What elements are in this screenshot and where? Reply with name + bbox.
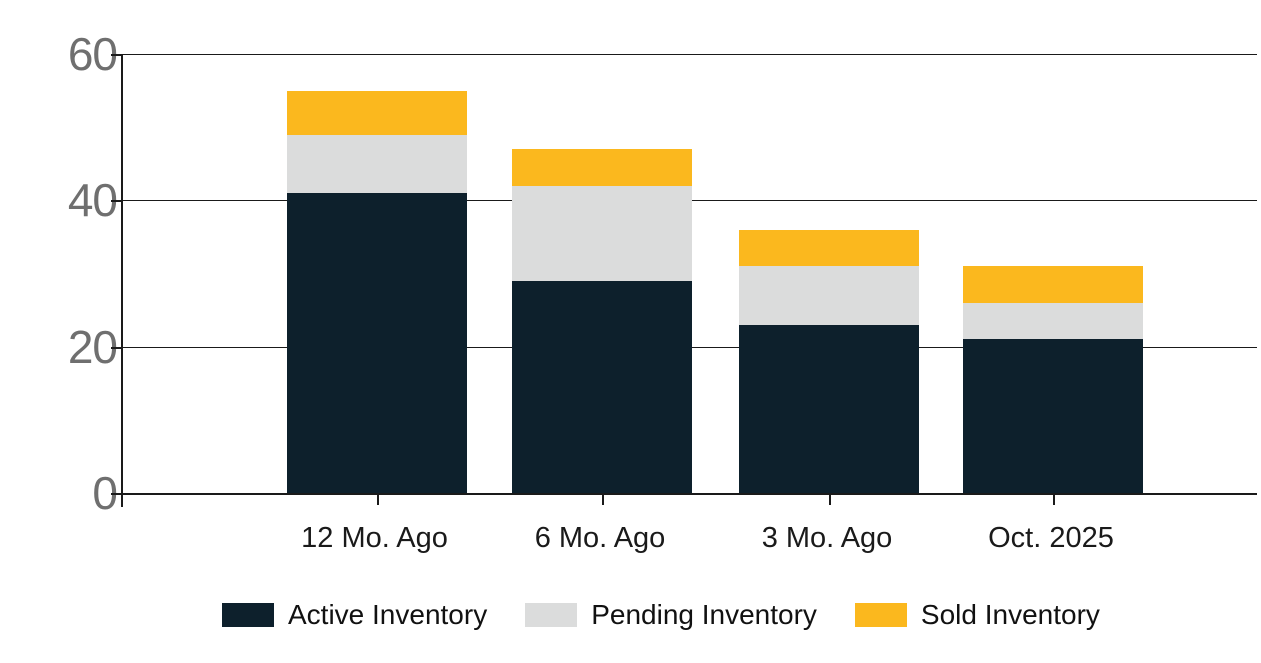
legend-swatch-icon	[525, 603, 578, 627]
x-tick-4	[1053, 495, 1055, 505]
bar-stack-4	[963, 266, 1143, 493]
y-tick-label-20: 20	[67, 320, 118, 373]
bar-segment-pending-inventory-1	[286, 134, 467, 194]
bar-segment-sold-inventory-1	[286, 90, 467, 135]
bar-segment-active-inventory-3	[739, 324, 919, 493]
bar-stack-1	[286, 90, 467, 493]
chart-legend: Active Inventory Pending Inventory Sold In…	[222, 599, 1100, 631]
bar-stack-3	[739, 229, 919, 493]
bar-segment-active-inventory-2	[512, 280, 692, 493]
x-axis-label-3: 3 Mo. Ago	[761, 522, 893, 554]
legend-label: Sold Inventory	[920, 599, 1100, 630]
y-tick-label-40: 40	[67, 174, 118, 227]
y-tick-0	[111, 493, 123, 495]
bar-segment-active-inventory-1	[286, 193, 467, 493]
legend-item-active-inventory: Active Inventory	[222, 599, 487, 631]
x-tick-3	[829, 495, 831, 505]
y-tick-60	[111, 54, 123, 56]
bar-segment-active-inventory-4	[963, 339, 1143, 493]
x-axis-label-4: Oct. 2025	[988, 522, 1114, 554]
y-tick-20	[111, 346, 123, 349]
legend-swatch-icon	[222, 603, 274, 627]
gridline-60	[123, 54, 1257, 55]
plot-area	[111, 54, 1257, 507]
bar-segment-sold-inventory-3	[739, 229, 919, 267]
bar-stack-2	[512, 149, 692, 493]
y-axis-labels: 0 20 40 60	[0, 0, 118, 663]
legend-item-sold-inventory: Sold Inventory	[854, 599, 1100, 631]
bar-segment-pending-inventory-2	[512, 185, 692, 281]
y-tick-40	[111, 200, 123, 203]
bar-segment-pending-inventory-4	[963, 302, 1143, 340]
x-tick-1	[376, 495, 379, 505]
x-tick-2	[602, 495, 604, 505]
x-axis-label-2: 6 Mo. Ago	[534, 522, 666, 554]
bar-segment-pending-inventory-3	[739, 266, 919, 325]
legend-label: Active Inventory	[288, 599, 488, 630]
bar-segment-sold-inventory-4	[963, 266, 1143, 303]
x-axis-label-1: 12 Mo. Ago	[301, 522, 448, 554]
y-tick-label-60: 60	[67, 28, 118, 80]
legend-item-pending-inventory: Pending Inventory	[525, 599, 817, 631]
bar-segment-sold-inventory-2	[512, 149, 692, 186]
y-axis-tail-line	[121, 493, 123, 507]
legend-label: Pending Inventory	[591, 599, 817, 630]
legend-swatch-icon	[854, 603, 907, 627]
